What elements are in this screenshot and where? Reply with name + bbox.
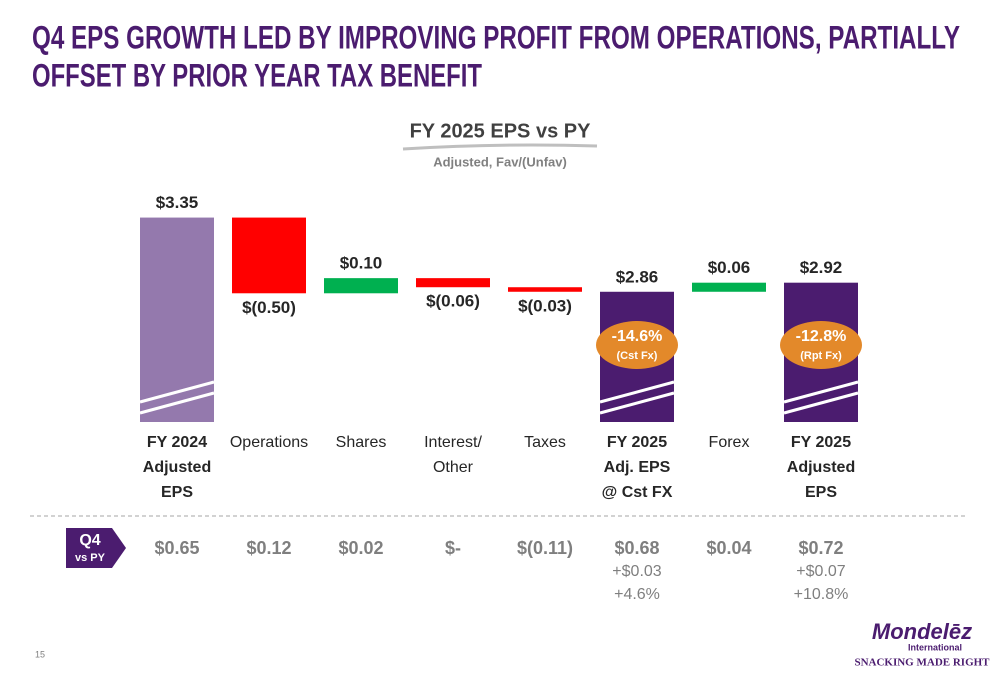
x-tick-label: FY 2025	[791, 434, 851, 451]
axis-break	[599, 380, 675, 404]
x-tick-label: Adjusted	[143, 459, 211, 476]
badge	[780, 321, 862, 369]
value-label: $(0.50)	[242, 298, 296, 317]
page-number: 15	[35, 649, 45, 659]
logo-tagline: SNACKING MADE RIGHT	[854, 657, 990, 669]
x-tick-label: Taxes	[524, 434, 566, 451]
x-tick-label: EPS	[805, 484, 837, 501]
q4-badge	[66, 528, 126, 568]
q4-change-pct: +4.6%	[614, 586, 660, 603]
title-underline	[402, 143, 598, 151]
x-tick-label: FY 2025	[607, 434, 667, 451]
bar	[140, 217, 214, 422]
x-tick-label: Interest/	[424, 434, 482, 451]
q4-value: $0.12	[246, 538, 291, 558]
x-tick-label: FY 2024	[147, 434, 207, 451]
badge	[596, 321, 678, 369]
x-tick-label: Adj. EPS	[604, 459, 671, 476]
q4-value: $0.04	[706, 538, 751, 558]
logo-sub: International	[908, 642, 962, 652]
x-tick-label: Other	[433, 459, 474, 476]
q4-value: $0.68	[614, 538, 659, 558]
value-label: $2.86	[616, 267, 659, 286]
slide-title: Q4 EPS GROWTH LED BY IMPROVING PROFIT FR…	[32, 19, 960, 55]
bar	[416, 278, 490, 288]
axis-break	[783, 380, 859, 404]
q4-value: $0.02	[338, 538, 383, 558]
bar	[324, 278, 398, 294]
value-label: $0.10	[340, 254, 383, 273]
q4-change: +$0.03	[612, 563, 661, 580]
badge-text: -14.6%	[612, 328, 663, 345]
value-label: $3.35	[156, 193, 199, 212]
slide-title: OFFSET BY PRIOR YEAR TAX BENEFIT	[32, 57, 482, 93]
axis-break	[139, 391, 215, 415]
x-tick-label: Adjusted	[787, 459, 855, 476]
value-label: $0.06	[708, 258, 751, 277]
q4-change: +$0.07	[796, 563, 845, 580]
value-label: $2.92	[800, 258, 843, 277]
bar	[692, 282, 766, 292]
x-tick-label: Operations	[230, 434, 308, 451]
q4-value: $0.65	[154, 538, 199, 558]
badge-sub: (Rpt Fx)	[800, 350, 842, 362]
bar	[232, 217, 306, 294]
q4-value: $0.72	[798, 538, 843, 558]
q4-value: $(0.11)	[517, 538, 573, 558]
q4-value: $-	[445, 538, 461, 558]
badge-sub: (Cst Fx)	[617, 350, 658, 362]
bar	[508, 287, 582, 292]
x-tick-label: Forex	[709, 434, 750, 451]
axis-break	[139, 380, 215, 404]
logo-name: Mondelēz	[872, 619, 972, 644]
chart-title: FY 2025 EPS vs PY	[410, 120, 592, 142]
q4-label: Q4	[79, 532, 100, 549]
x-tick-label: @ Cst FX	[602, 484, 673, 501]
x-tick-label: Shares	[336, 434, 387, 451]
value-label: $(0.03)	[518, 296, 572, 315]
badge-text: -12.8%	[796, 328, 847, 345]
value-label: $(0.06)	[426, 292, 480, 311]
axis-break	[599, 391, 675, 415]
q4-sublabel: vs PY	[75, 552, 106, 564]
axis-break	[783, 391, 859, 415]
x-tick-label: EPS	[161, 484, 193, 501]
q4-change-pct: +10.8%	[794, 586, 849, 603]
chart-subtitle: Adjusted, Fav/(Unfav)	[433, 154, 567, 169]
